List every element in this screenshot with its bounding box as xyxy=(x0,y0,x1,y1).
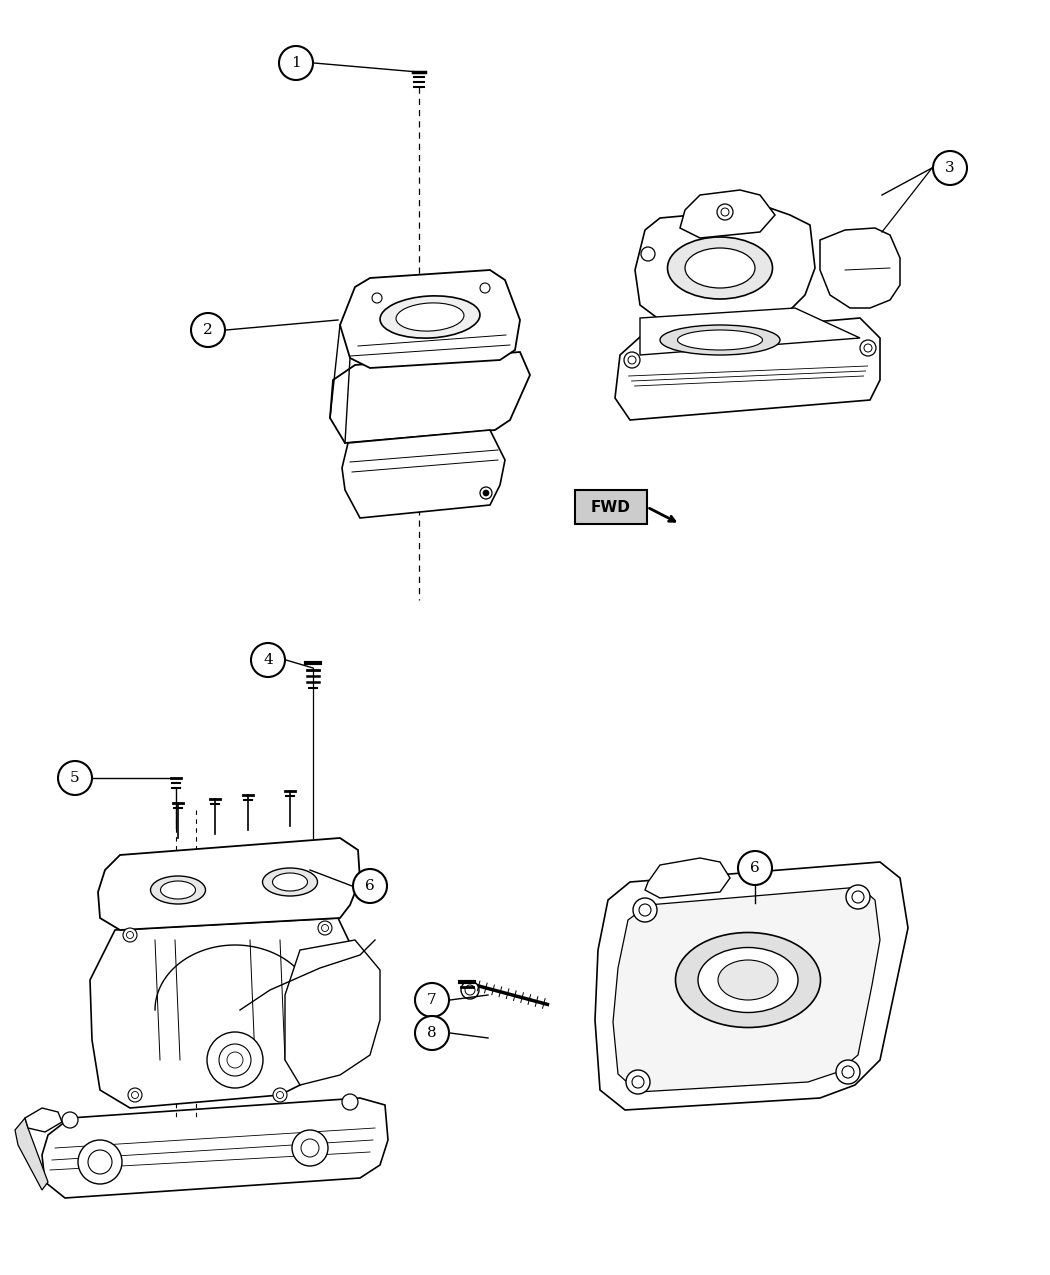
Text: 4: 4 xyxy=(264,653,273,667)
Text: 1: 1 xyxy=(291,56,301,70)
Ellipse shape xyxy=(718,960,778,1000)
Circle shape xyxy=(123,928,136,942)
Circle shape xyxy=(480,283,490,293)
Ellipse shape xyxy=(161,881,195,899)
Ellipse shape xyxy=(698,947,798,1012)
Circle shape xyxy=(62,1112,78,1128)
Circle shape xyxy=(415,983,449,1017)
Circle shape xyxy=(483,490,489,496)
FancyBboxPatch shape xyxy=(575,490,647,524)
Circle shape xyxy=(415,1016,449,1051)
Polygon shape xyxy=(342,430,505,518)
Circle shape xyxy=(128,1088,142,1102)
Ellipse shape xyxy=(150,876,206,904)
Ellipse shape xyxy=(675,932,820,1028)
Text: 8: 8 xyxy=(427,1026,437,1040)
Text: 3: 3 xyxy=(945,161,954,175)
Polygon shape xyxy=(635,208,815,320)
Circle shape xyxy=(251,643,285,677)
Text: FWD: FWD xyxy=(591,500,631,515)
Polygon shape xyxy=(640,309,860,354)
Circle shape xyxy=(353,870,387,903)
Ellipse shape xyxy=(396,303,464,332)
Circle shape xyxy=(624,352,640,368)
Polygon shape xyxy=(98,838,360,929)
Circle shape xyxy=(846,885,870,909)
Ellipse shape xyxy=(677,330,762,351)
Ellipse shape xyxy=(660,325,780,354)
Circle shape xyxy=(58,761,92,796)
Circle shape xyxy=(273,1088,287,1102)
Circle shape xyxy=(461,980,479,1000)
Circle shape xyxy=(717,204,733,221)
Circle shape xyxy=(318,921,332,935)
Polygon shape xyxy=(645,858,730,898)
Text: 2: 2 xyxy=(203,323,213,337)
Circle shape xyxy=(279,46,313,80)
Polygon shape xyxy=(595,862,908,1111)
Polygon shape xyxy=(340,270,520,368)
Ellipse shape xyxy=(273,873,308,891)
Circle shape xyxy=(78,1140,122,1184)
Text: 5: 5 xyxy=(70,771,80,785)
Circle shape xyxy=(207,1031,262,1088)
Ellipse shape xyxy=(262,868,317,896)
Circle shape xyxy=(480,487,492,499)
Polygon shape xyxy=(15,1118,48,1190)
Polygon shape xyxy=(25,1108,62,1132)
Circle shape xyxy=(860,340,876,356)
Circle shape xyxy=(292,1130,328,1167)
Circle shape xyxy=(640,247,655,261)
Ellipse shape xyxy=(668,237,773,300)
Circle shape xyxy=(191,312,225,347)
Circle shape xyxy=(372,293,382,303)
Ellipse shape xyxy=(380,296,480,338)
Polygon shape xyxy=(680,190,775,238)
Polygon shape xyxy=(90,918,358,1108)
Circle shape xyxy=(738,850,772,885)
Polygon shape xyxy=(615,317,880,419)
Polygon shape xyxy=(330,352,530,442)
Circle shape xyxy=(633,898,657,922)
Circle shape xyxy=(626,1070,650,1094)
Ellipse shape xyxy=(685,249,755,288)
Polygon shape xyxy=(285,940,380,1085)
Polygon shape xyxy=(42,1098,388,1198)
Circle shape xyxy=(933,150,967,185)
Circle shape xyxy=(342,1094,358,1111)
Text: 7: 7 xyxy=(427,993,437,1007)
Polygon shape xyxy=(613,887,880,1091)
Text: 6: 6 xyxy=(750,861,760,875)
Polygon shape xyxy=(820,228,900,309)
Text: 6: 6 xyxy=(365,878,375,892)
Circle shape xyxy=(836,1060,860,1084)
